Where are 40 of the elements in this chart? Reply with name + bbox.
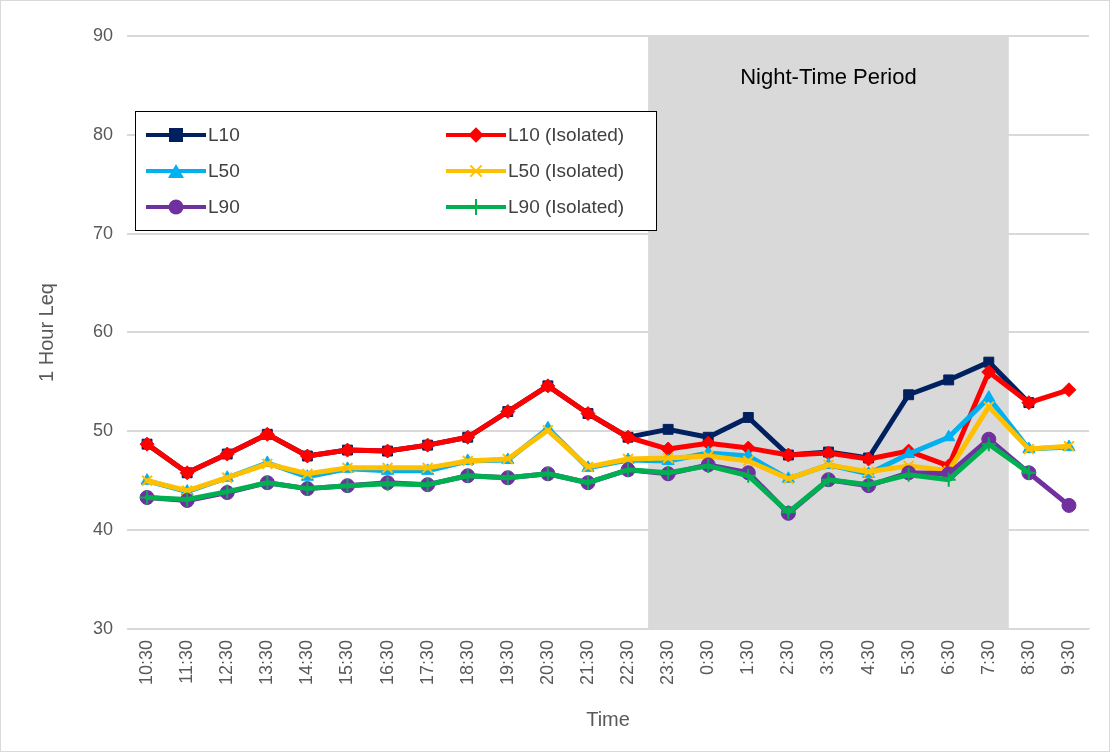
x-tick-label: 21:30 (576, 639, 597, 685)
band-label: Night-Time Period (740, 64, 917, 90)
x-tick-label: 22:30 (617, 639, 638, 685)
x-tick-label: 1:30 (737, 639, 758, 675)
legend-label: L90 (Isolated) (508, 196, 625, 218)
y-tick-label: 40 (92, 519, 114, 540)
x-tick-label: 10:30 (136, 639, 157, 685)
x-tick-label: 23:30 (657, 639, 678, 685)
y-tick-label: 30 (92, 617, 114, 638)
x-tick-label: 17:30 (416, 639, 437, 685)
x-tick-label: 16:30 (376, 639, 397, 685)
y-tick-label: 60 (92, 321, 114, 342)
x-tick-label: 6:30 (937, 639, 958, 675)
x-tick-label: 12:30 (216, 639, 237, 685)
y-tick-label: 50 (92, 420, 114, 441)
legend-label: L50 (208, 160, 240, 182)
y-tick-label: 70 (92, 222, 114, 243)
x-tick-label: 20:30 (536, 639, 557, 685)
y-axis-title: 1 Hour Leq (34, 282, 57, 382)
legend-label: L90 (208, 196, 240, 218)
x-tick-label: 15:30 (336, 639, 357, 685)
x-tick-label: 2:30 (777, 639, 798, 675)
x-tick-label: 13:30 (256, 639, 277, 685)
y-tick-label: 80 (92, 123, 114, 144)
y-tick-label: 90 (92, 24, 114, 45)
x-tick-label: 5:30 (897, 639, 918, 675)
x-tick-label: 14:30 (296, 639, 317, 685)
x-tick-label: 8:30 (1017, 639, 1038, 675)
x-tick-label: 7:30 (977, 639, 998, 675)
x-tick-label: 3:30 (817, 639, 838, 675)
x-tick-label: 18:30 (456, 639, 477, 685)
legend-label: L10 (208, 124, 240, 146)
legend-label: L50 (Isolated) (508, 160, 625, 182)
x-tick-label: 0:30 (697, 639, 718, 675)
legend-label: L10 (Isolated) (508, 124, 625, 146)
x-tick-label: 19:30 (496, 639, 517, 685)
x-tick-label: 9:30 (1057, 639, 1078, 675)
x-tick-label: 11:30 (176, 639, 197, 684)
x-tick-label: 4:30 (857, 639, 878, 675)
x-axis-title: Time (586, 707, 630, 730)
